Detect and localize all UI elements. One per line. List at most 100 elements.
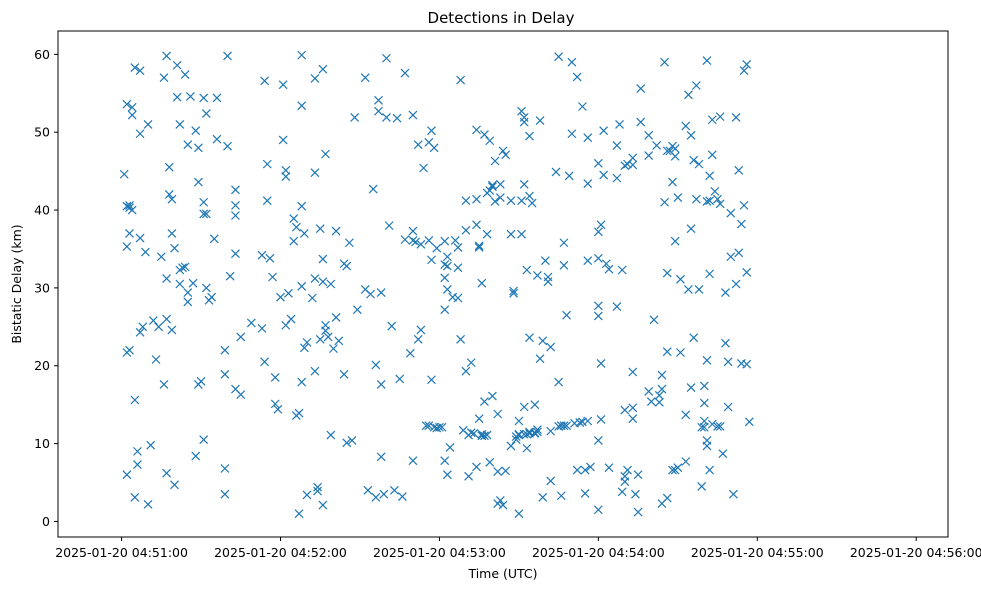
data-point <box>180 70 190 80</box>
y-tick-label: 10 <box>34 436 50 451</box>
data-point <box>514 509 524 519</box>
data-point <box>726 252 736 262</box>
data-point <box>220 345 230 355</box>
data-point <box>668 177 677 187</box>
data-point <box>495 193 505 203</box>
data-point <box>186 91 195 101</box>
data-point <box>371 360 381 370</box>
data-point <box>485 136 495 146</box>
data-point <box>138 322 148 332</box>
data-point <box>474 241 484 251</box>
data-point <box>382 112 391 122</box>
data-point <box>593 311 603 321</box>
data-point <box>583 179 593 189</box>
data-point <box>540 256 550 266</box>
data-point <box>612 173 622 183</box>
data-point <box>371 492 381 502</box>
data-point <box>289 214 299 224</box>
data-point <box>466 358 476 368</box>
data-point <box>501 150 511 160</box>
data-point <box>713 194 722 204</box>
y-axis-ticks: 0 10 20 30 40 50 60 <box>34 47 58 529</box>
data-point <box>125 200 134 210</box>
data-point <box>236 390 246 399</box>
data-point <box>278 80 288 90</box>
data-point <box>440 260 450 269</box>
data-point <box>151 355 161 364</box>
data-point <box>164 162 174 172</box>
data-point <box>162 314 172 324</box>
data-point <box>231 211 240 220</box>
y-tick-label: 50 <box>34 125 50 140</box>
data-point <box>469 429 479 438</box>
data-point <box>122 242 132 252</box>
data-point <box>133 460 142 470</box>
data-point <box>392 113 402 123</box>
data-point <box>535 116 545 125</box>
data-point <box>299 228 309 238</box>
data-point <box>445 443 455 452</box>
data-point <box>408 456 418 466</box>
chart-title: Detections in Delay <box>428 9 575 27</box>
data-point <box>429 143 439 153</box>
data-point <box>583 133 593 143</box>
data-point <box>554 377 564 387</box>
data-point <box>472 220 481 230</box>
data-point <box>662 268 672 278</box>
data-point <box>673 193 683 203</box>
data-point <box>379 489 389 499</box>
data-point <box>159 73 169 83</box>
data-point <box>564 171 574 181</box>
data-point <box>419 163 428 173</box>
data-point <box>143 499 153 509</box>
data-point <box>480 397 489 406</box>
data-point <box>519 179 529 189</box>
data-point <box>474 242 484 252</box>
data-point <box>689 155 699 165</box>
data-point <box>554 52 564 62</box>
data-point <box>387 321 397 331</box>
data-point <box>628 160 638 170</box>
data-point <box>170 243 179 253</box>
data-point <box>302 490 312 500</box>
data-point <box>281 165 291 175</box>
data-point <box>654 390 664 400</box>
data-point <box>538 492 548 502</box>
data-point <box>376 452 386 462</box>
data-point <box>297 281 307 291</box>
data-point <box>281 172 291 181</box>
data-point <box>125 228 134 238</box>
data-point <box>408 226 418 236</box>
data-point <box>593 253 603 263</box>
data-point <box>620 161 630 171</box>
data-point <box>742 359 752 369</box>
data-point <box>593 301 603 311</box>
data-point <box>691 81 701 90</box>
data-point <box>583 256 593 266</box>
data-point <box>699 422 709 432</box>
data-point <box>583 416 593 426</box>
data-point <box>546 476 556 486</box>
data-point <box>628 403 638 413</box>
data-point <box>562 310 571 320</box>
data-point <box>699 381 709 391</box>
data-point <box>472 462 481 472</box>
data-point <box>329 344 338 354</box>
data-point <box>628 367 638 377</box>
data-point <box>617 487 627 497</box>
data-point <box>437 422 447 432</box>
data-point <box>705 171 715 181</box>
data-point <box>413 334 423 344</box>
data-point <box>334 336 344 346</box>
data-point <box>580 465 590 475</box>
data-point <box>175 279 185 289</box>
data-point <box>223 141 232 151</box>
data-point <box>167 228 177 238</box>
y-axis-label: Bistatic Delay (km) <box>9 224 24 343</box>
data-point <box>191 126 201 136</box>
data-point <box>302 337 312 347</box>
data-point <box>734 165 744 175</box>
data-point <box>657 384 667 394</box>
data-point <box>196 376 206 386</box>
data-point <box>352 305 362 315</box>
